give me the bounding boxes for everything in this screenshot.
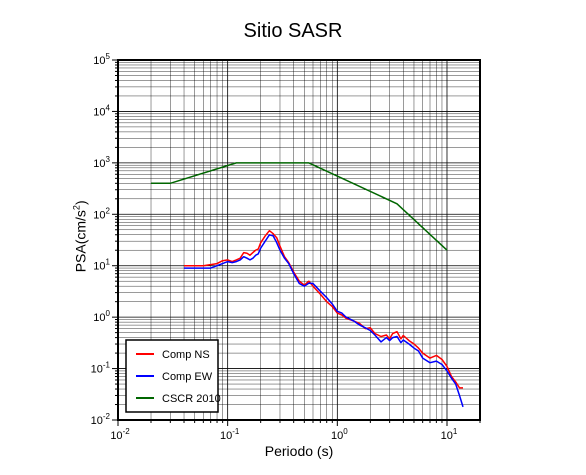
legend-label: CSCR 2010 xyxy=(162,393,221,405)
y-axis-label-main: PSA(cm/s xyxy=(72,210,89,273)
legend-label: Comp EW xyxy=(162,371,213,383)
tick-label: 101 xyxy=(441,427,458,442)
tick-label: 10-2 xyxy=(110,427,130,442)
chart-title: Sitio SASR xyxy=(243,20,343,42)
y-axis-label-sup: 2 xyxy=(71,205,82,211)
ticks: 10-2 10-1 100 101 10-2 10-1 100 101 102 103 104 105 xyxy=(91,52,481,442)
tick-label: 101 xyxy=(93,258,110,273)
tick-label: 10-1 xyxy=(220,427,240,442)
y-axis-label-close: ) xyxy=(72,200,89,206)
series-layer xyxy=(151,162,464,408)
tick-label: 10-1 xyxy=(91,361,111,376)
legend: Comp NS Comp EW CSCR 2010 xyxy=(125,339,221,413)
legend-label: Comp NS xyxy=(162,349,210,361)
plot-frame xyxy=(117,59,481,421)
series-line xyxy=(184,229,463,389)
series-line xyxy=(184,234,464,408)
tick-label: 104 xyxy=(93,103,110,118)
tick-label: 103 xyxy=(93,155,110,170)
tick-label: 105 xyxy=(93,52,110,67)
tick-label: 10-2 xyxy=(91,412,111,427)
x-axis-label: Periodo (s) xyxy=(264,443,334,459)
tick-label: 100 xyxy=(93,309,110,324)
y-axis-label: PSA(cm/s2) xyxy=(72,146,89,326)
tick-label: 102 xyxy=(93,206,110,221)
series-line xyxy=(151,162,448,251)
tick-label: 100 xyxy=(331,427,348,442)
